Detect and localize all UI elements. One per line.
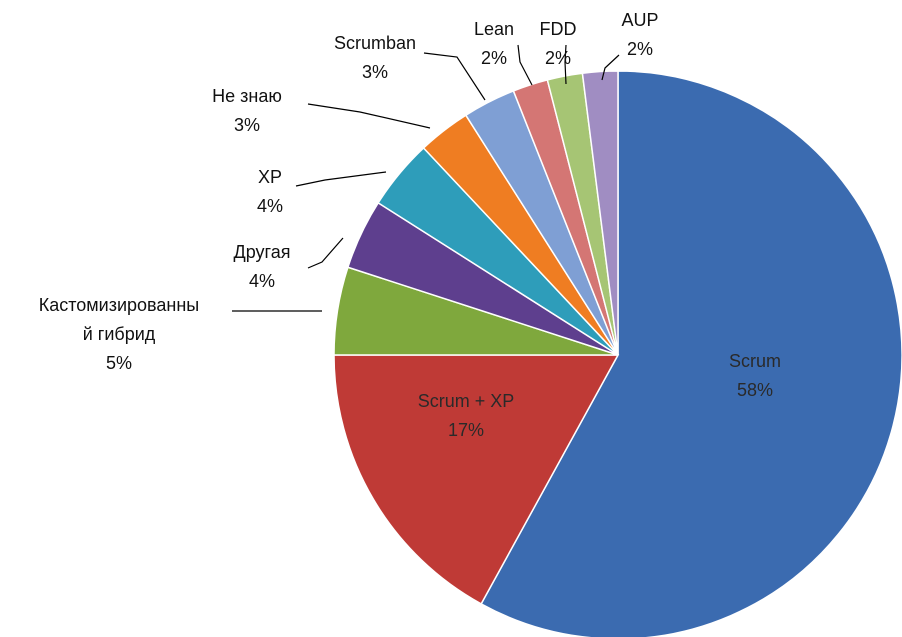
slice-value: 3% — [234, 115, 260, 135]
slice-label: XP 4% — [257, 167, 283, 216]
leader-line — [517, 44, 533, 86]
slice-name: Не знаю — [212, 86, 282, 106]
pie-slice-scrum — [480, 70, 902, 637]
slice-name: XP — [258, 167, 282, 187]
slice-label: Scrumban 3% — [334, 33, 416, 82]
slice-label: FDD 2% — [540, 19, 577, 68]
slice-label: AUP 2% — [621, 10, 658, 59]
leader-line — [307, 103, 431, 129]
slice-name: Кастомизированны — [39, 295, 200, 315]
leader-line — [295, 171, 387, 187]
pie-slice-aup — [581, 70, 619, 356]
slice-name: FDD — [540, 19, 577, 39]
slice-value: 4% — [257, 196, 283, 216]
slice-name: Scrum + XP — [418, 391, 515, 411]
leader-line — [564, 44, 567, 85]
slice-value: 58% — [737, 380, 773, 400]
slice-value: 2% — [481, 48, 507, 68]
slice-value: 3% — [362, 62, 388, 82]
slice-name: й гибрид — [83, 324, 156, 344]
leader-line — [601, 54, 620, 81]
slice-value: 5% — [106, 353, 132, 373]
slice-name: AUP — [621, 10, 658, 30]
slice-label: Scrum 58% — [729, 351, 781, 400]
leader-lines — [232, 44, 620, 312]
pie-slice-scrum-xp — [333, 354, 620, 605]
slice-label: Scrum + XP 17% — [418, 391, 515, 440]
slice-label: Другая 4% — [234, 242, 291, 291]
leader-line — [423, 52, 486, 101]
slice-labels: Scrum 58% Scrum + XP 17% Кастомизированны й г… — [39, 10, 781, 440]
slice-value: 17% — [448, 420, 484, 440]
slice-value: 2% — [545, 48, 571, 68]
pie-slices — [333, 70, 902, 637]
slice-name: Lean — [474, 19, 514, 39]
leader-line — [307, 237, 344, 269]
slice-name: Scrum — [729, 351, 781, 371]
slice-name: Другая — [234, 242, 291, 262]
slice-label: Кастомизированны й гибрид 5% — [39, 295, 200, 373]
slice-name: Scrumban — [334, 33, 416, 53]
slice-label: Lean 2% — [474, 19, 514, 68]
slice-value: 4% — [249, 271, 275, 291]
slice-label: Не знаю 3% — [212, 86, 282, 135]
slice-value: 2% — [627, 39, 653, 59]
